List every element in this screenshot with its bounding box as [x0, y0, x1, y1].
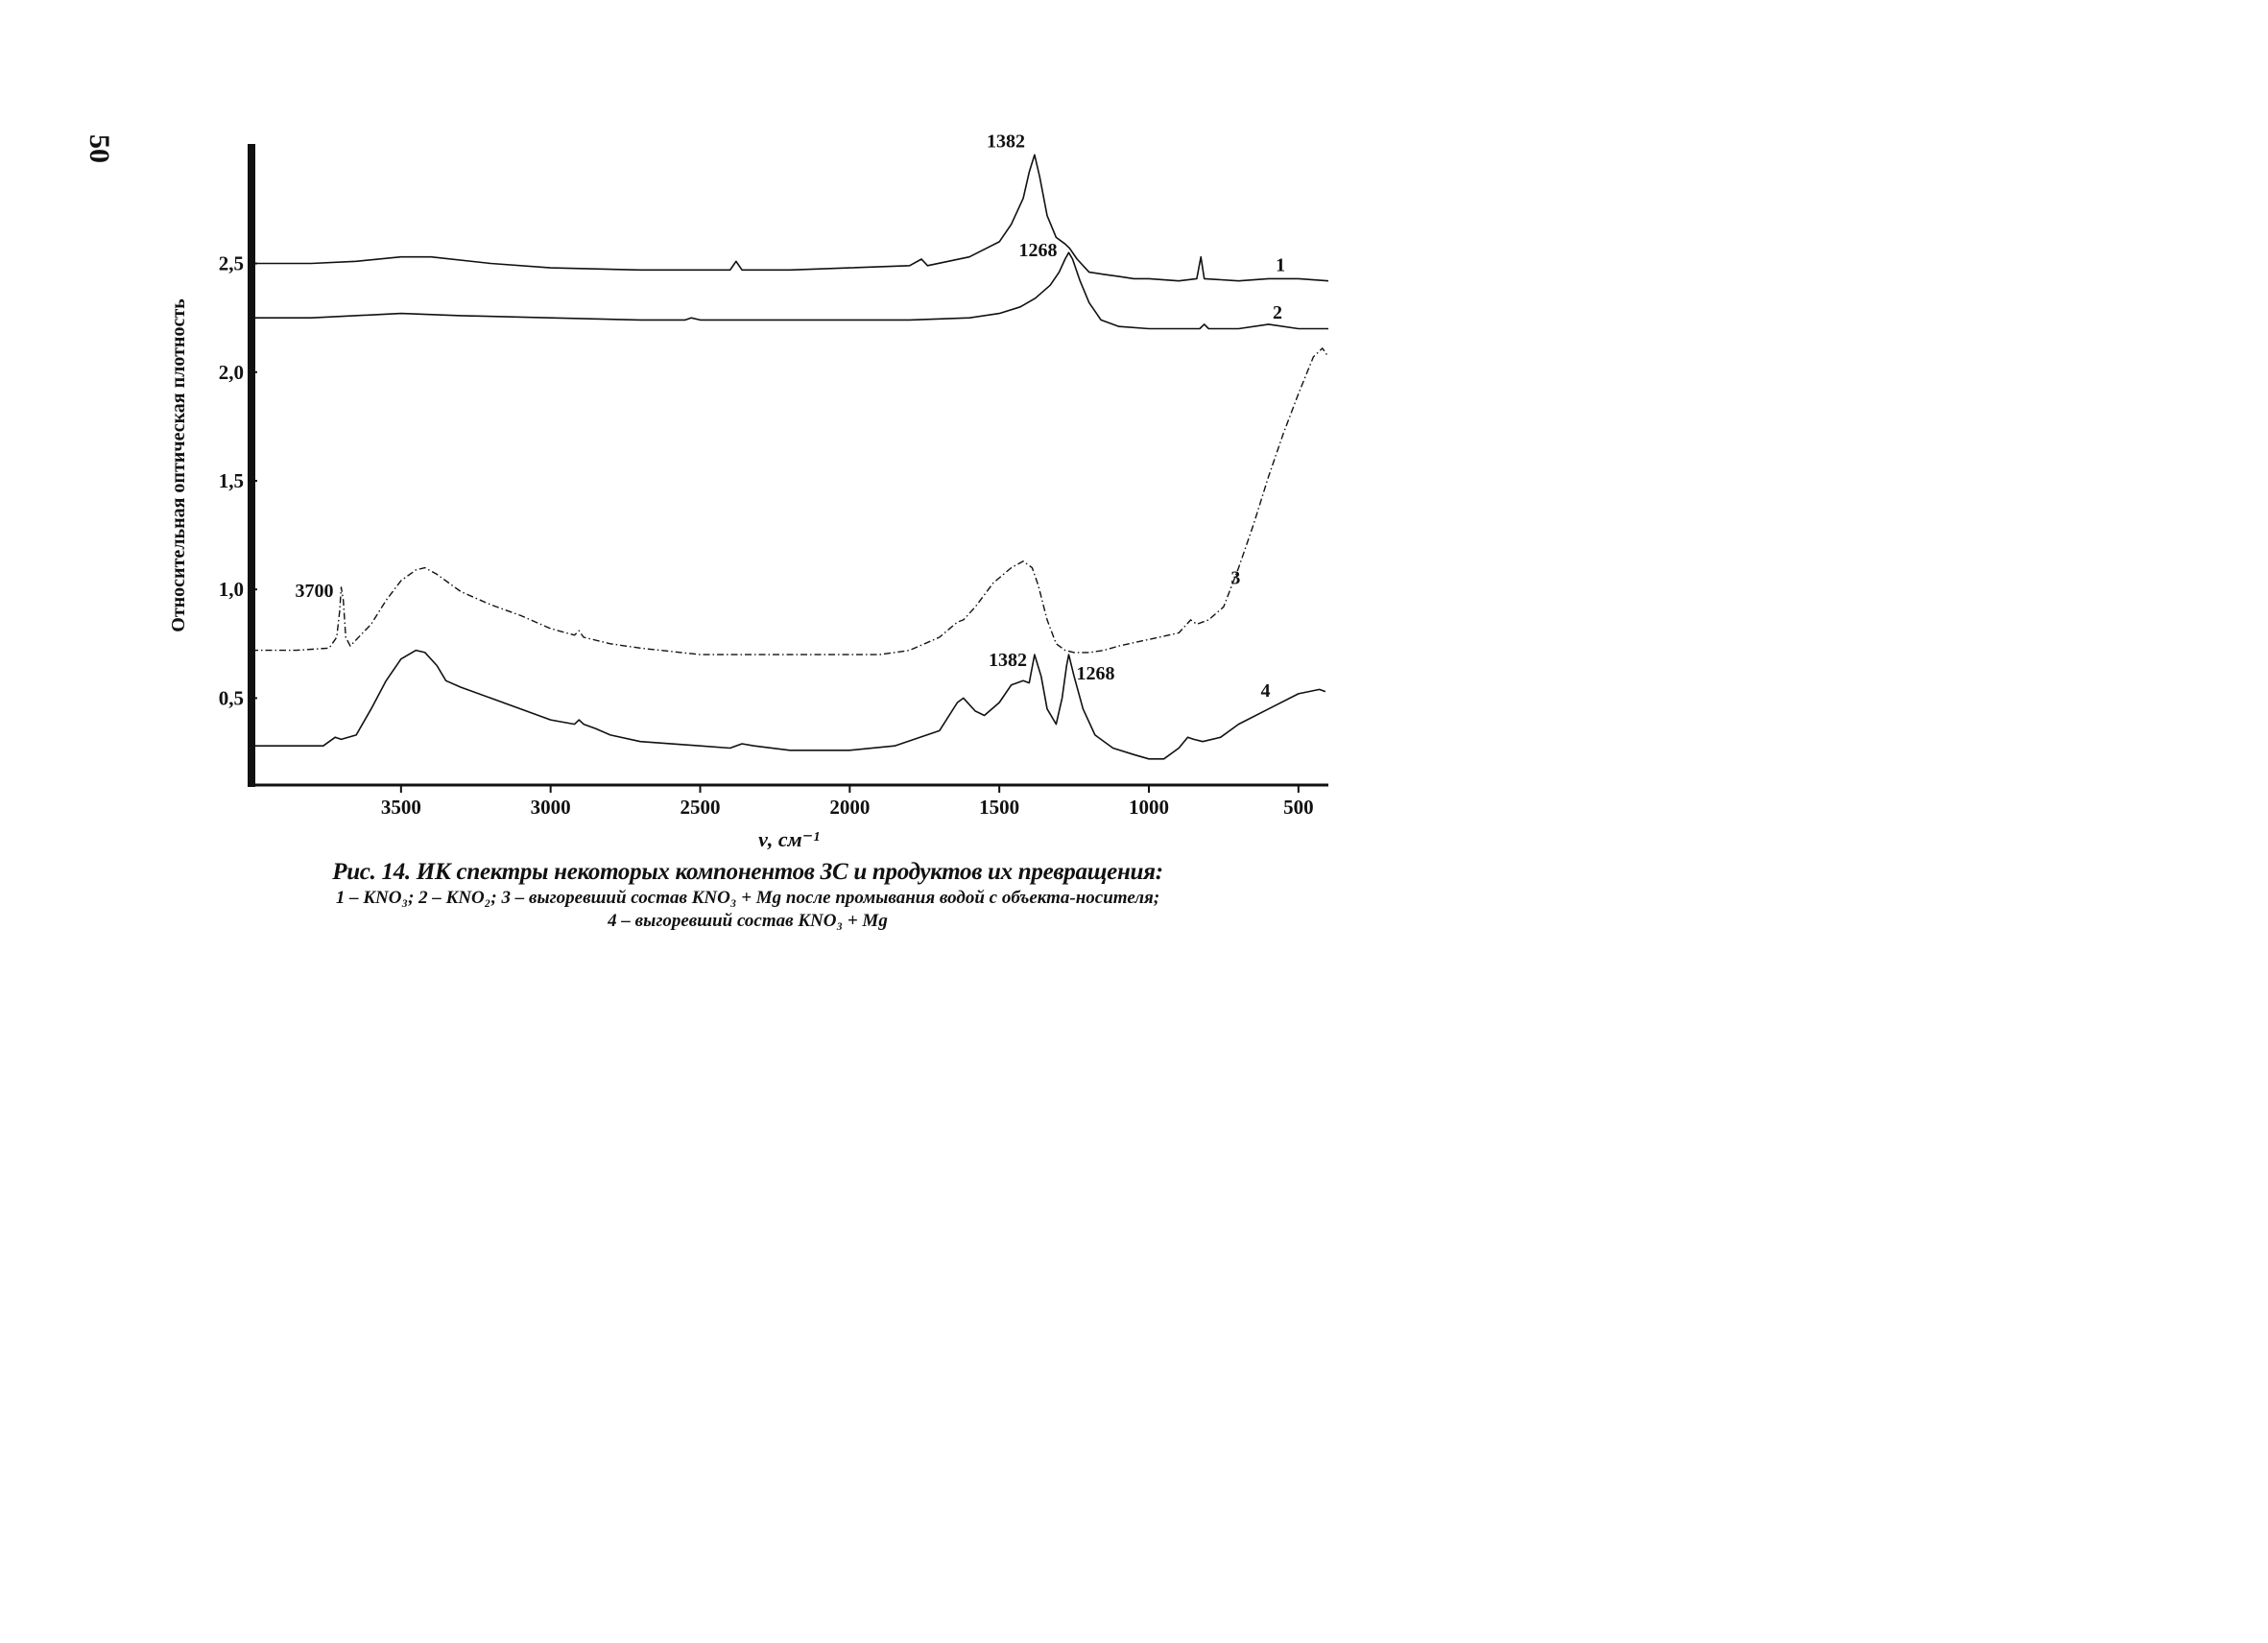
figure-caption: Рис. 14. ИК спектры некоторых компоненто… [0, 859, 1495, 932]
curve-label-1: 1 [1276, 254, 1285, 275]
y-axis-label: Относительная оптическая плотность [168, 298, 189, 632]
y-axis-label-group: Относительная оптическая плотность [168, 298, 189, 632]
series-line-2 [251, 251, 1328, 330]
series-group [251, 154, 1329, 760]
curve-label-2: 2 [1273, 302, 1282, 323]
x-tick-label: 2500 [680, 796, 721, 819]
series-line-3 [251, 347, 1329, 655]
axes: 3500 3000 2500 2000 1500 1000 500 0,5 1,0 1,5 2,0 2… [219, 144, 1328, 819]
peak-annotation: 3700 [296, 581, 334, 602]
curve-label-3: 3 [1230, 567, 1240, 588]
x-tick-label: 1500 [979, 796, 1019, 819]
x-tick-label: 1000 [1129, 796, 1169, 819]
x-tick-label: 500 [1283, 796, 1314, 819]
caption-legend-line-1: 1 – KNO₃; 2 – KNO₂; 3 – выгоревший соста… [335, 888, 1160, 908]
y-tick-label: 2,5 [219, 252, 244, 275]
y-tick-label: 1,5 [219, 469, 244, 492]
peak-annotation: 1268 [1018, 240, 1057, 261]
peak-annotation: 1382 [987, 131, 1025, 152]
y-tick-label: 1,0 [219, 578, 244, 601]
series-line-4 [251, 649, 1326, 760]
x-axis-label: ν, см⁻¹ [758, 827, 820, 851]
y-tick-label: 0,5 [219, 686, 244, 709]
caption-legend-line-2: 4 – выгоревший состав KNO₃ + Mg [608, 911, 888, 931]
ir-spectra-chart: 3500 3000 2500 2000 1500 1000 500 0,5 1,0 1,5 2,0 2… [168, 131, 1329, 851]
series-line-1 [251, 154, 1329, 282]
x-axis-label-group: ν, см⁻¹ [758, 827, 820, 851]
caption-title: Рис. 14. ИК спектры некоторых компоненто… [332, 859, 1163, 885]
y-tick-label: 2,0 [219, 361, 244, 384]
curve-label-4: 4 [1261, 680, 1271, 702]
labels-group: 1382 1268 3700 1382 1268 1 2 3 4 [296, 131, 1286, 702]
x-tick-label: 3000 [531, 796, 571, 819]
x-tick-label: 2000 [829, 796, 870, 819]
peak-annotation: 1268 [1076, 663, 1114, 684]
x-tick-label: 3500 [381, 796, 421, 819]
peak-annotation: 1382 [989, 650, 1027, 671]
